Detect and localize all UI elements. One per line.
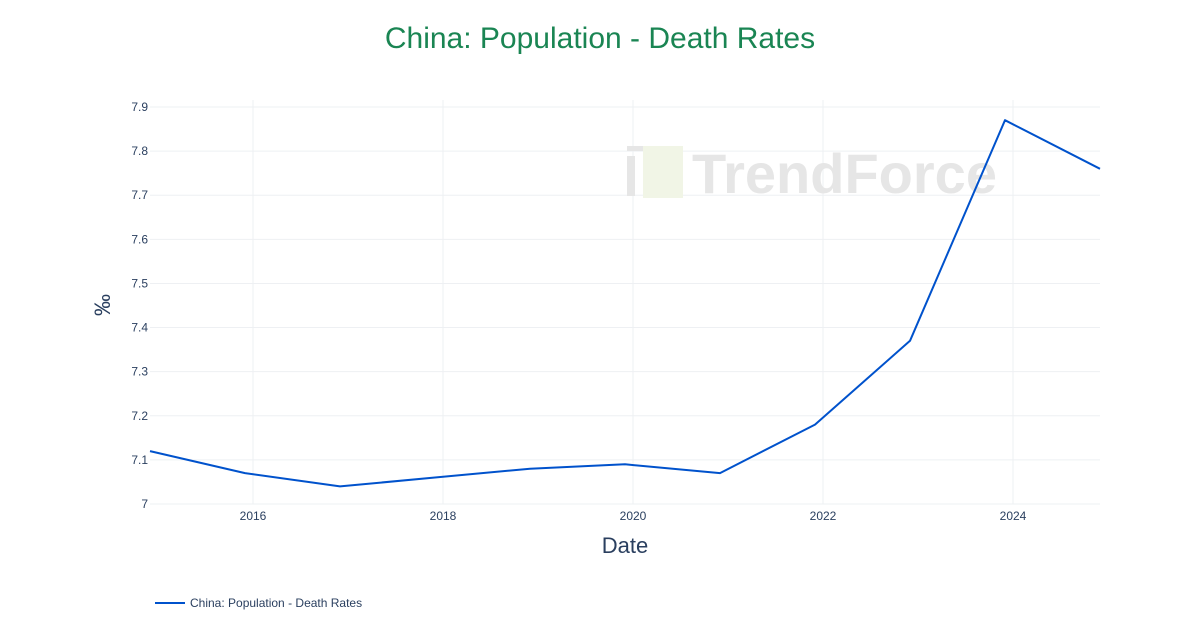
series-line (149, 119, 1101, 488)
y-tick-label: 7.4 (131, 321, 148, 335)
chart-title: China: Population - Death Rates (384, 22, 816, 55)
y-tick-label: 7.2 (131, 409, 148, 423)
y-tick-label: 7 (141, 497, 148, 511)
watermark-text: TrendForce (692, 142, 997, 205)
y-tick-label: 7.1 (131, 453, 148, 467)
y-tick-label: 7.6 (131, 232, 148, 246)
y-axis-title: ‰ (90, 294, 115, 316)
legend-line-icon (155, 602, 185, 604)
legend[interactable]: China: Population - Death Rates (155, 596, 362, 610)
legend-label: China: Population - Death Rates (190, 596, 363, 610)
x-axis-title: Date (602, 533, 648, 558)
x-tick-label: 2022 (810, 509, 837, 523)
y-tick-label: 7.9 (131, 100, 148, 114)
watermark-logo: TrendForce (627, 142, 997, 205)
y-tick-label: 7.7 (131, 188, 148, 202)
y-axis-ticks: 7 7.1 7.2 7.3 7.4 7.5 7.6 7.7 7.8 7.9 (131, 100, 148, 511)
x-tick-label: 2020 (620, 509, 647, 523)
x-tick-label: 2016 (240, 509, 267, 523)
x-axis-ticks: 2016 2018 2020 2022 2024 (240, 509, 1027, 523)
y-tick-label: 7.3 (131, 365, 148, 379)
y-tick-label: 7.8 (131, 144, 148, 158)
y-tick-label: 7.5 (131, 276, 148, 290)
x-tick-label: 2018 (430, 509, 457, 523)
x-tick-label: 2024 (1000, 509, 1027, 523)
gridlines (150, 100, 1100, 505)
